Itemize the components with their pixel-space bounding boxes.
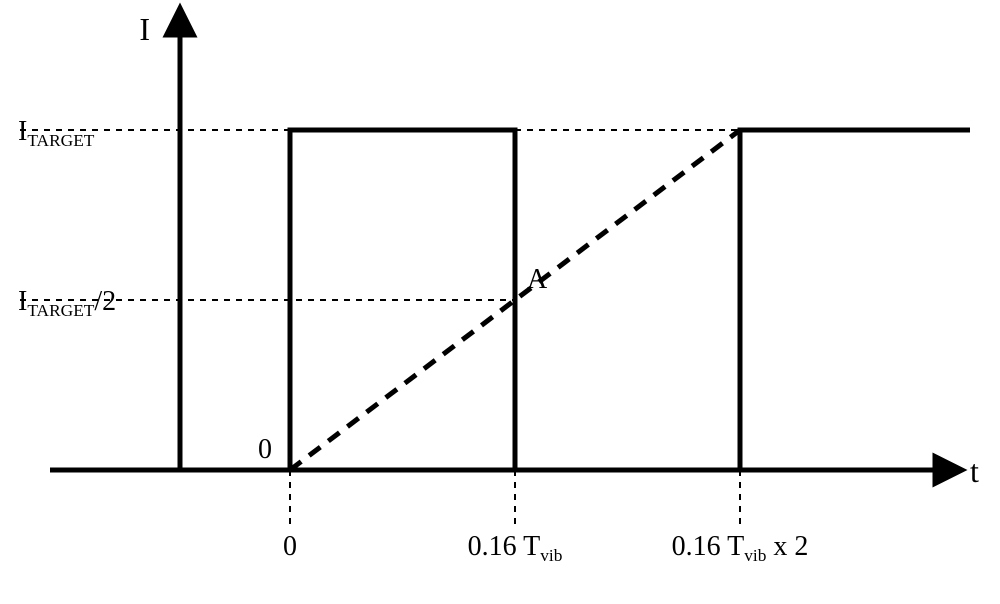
step-function-diagram: It ITARGET ITARGET/2 0 0.16 Tvib 0.16 Tvib x … <box>0 0 1000 599</box>
x-axis-label: t <box>970 453 979 489</box>
point-label-A: A <box>527 264 548 295</box>
x-tick-2: 0.16 Tvib x 2 <box>672 531 809 565</box>
x-tick-0: 0 <box>283 531 297 562</box>
y-tick-top: ITARGET <box>18 116 95 150</box>
x-tick-1: 0.16 Tvib <box>468 531 563 565</box>
y-tick-mid: ITARGET/2 <box>18 286 116 320</box>
point-label-0: 0 <box>258 434 272 465</box>
y-axis-label: I <box>139 11 150 47</box>
